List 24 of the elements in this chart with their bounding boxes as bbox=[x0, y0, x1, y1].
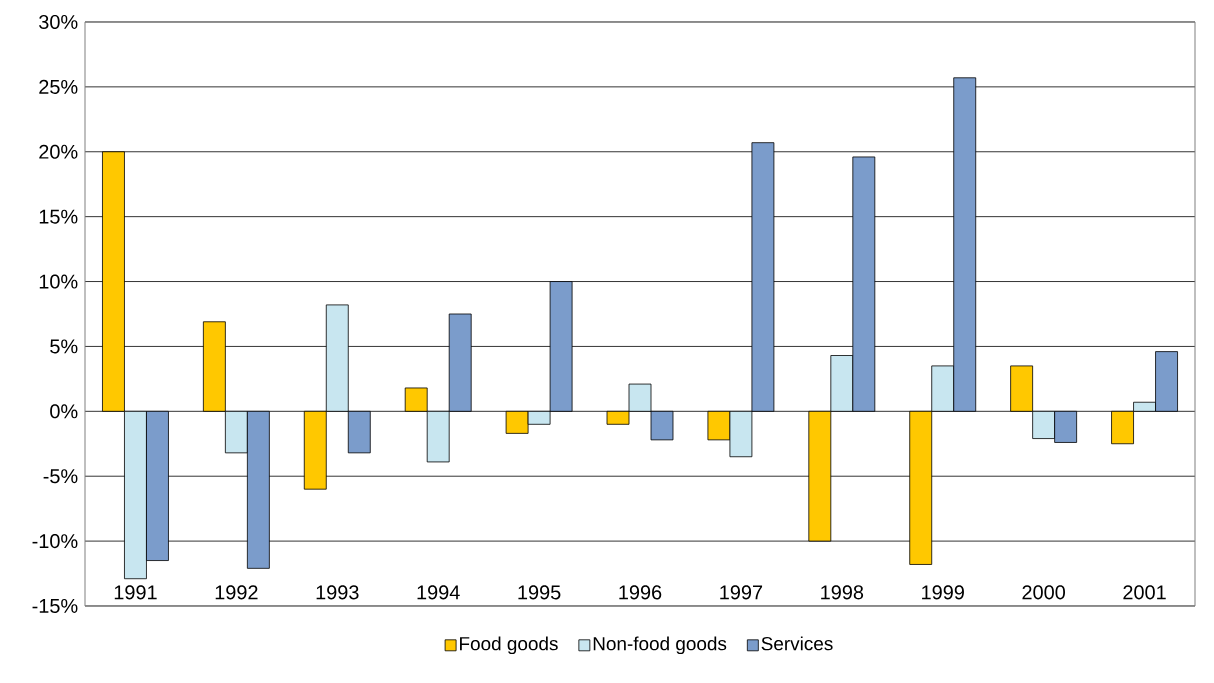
y-tick-label: 0% bbox=[50, 404, 78, 419]
x-tick-label: 1995 bbox=[518, 585, 561, 600]
y-tick-label: -15% bbox=[32, 598, 78, 613]
x-tick-label: 1991 bbox=[114, 585, 157, 600]
x-tick-label: 1997 bbox=[720, 585, 763, 600]
x-tick-label: 1992 bbox=[215, 585, 258, 600]
x-tick-label: 2000 bbox=[1022, 585, 1066, 600]
x-tick-label: 2001 bbox=[1123, 585, 1166, 600]
y-tick-label: 25% bbox=[39, 79, 78, 94]
y-tick-label: 20% bbox=[39, 144, 78, 159]
legend-label: Services bbox=[761, 636, 833, 651]
y-tick-label: 30% bbox=[39, 14, 78, 30]
x-tick-label: 1998 bbox=[821, 585, 864, 600]
y-tick-label: 15% bbox=[39, 209, 78, 224]
y-tick-label: -10% bbox=[32, 534, 78, 549]
x-tick-label: 1994 bbox=[417, 585, 460, 600]
x-tick-label: 1993 bbox=[316, 585, 359, 600]
x-tick-label: 1999 bbox=[922, 585, 964, 600]
x-tick-label: 1996 bbox=[619, 585, 662, 600]
y-tick-label: 5% bbox=[50, 339, 78, 354]
legend-label: Non-food goods bbox=[593, 636, 727, 655]
legend-label: Food goods bbox=[460, 636, 558, 655]
y-tick-label: -5% bbox=[43, 469, 78, 484]
y-tick-label: 10% bbox=[39, 274, 78, 289]
